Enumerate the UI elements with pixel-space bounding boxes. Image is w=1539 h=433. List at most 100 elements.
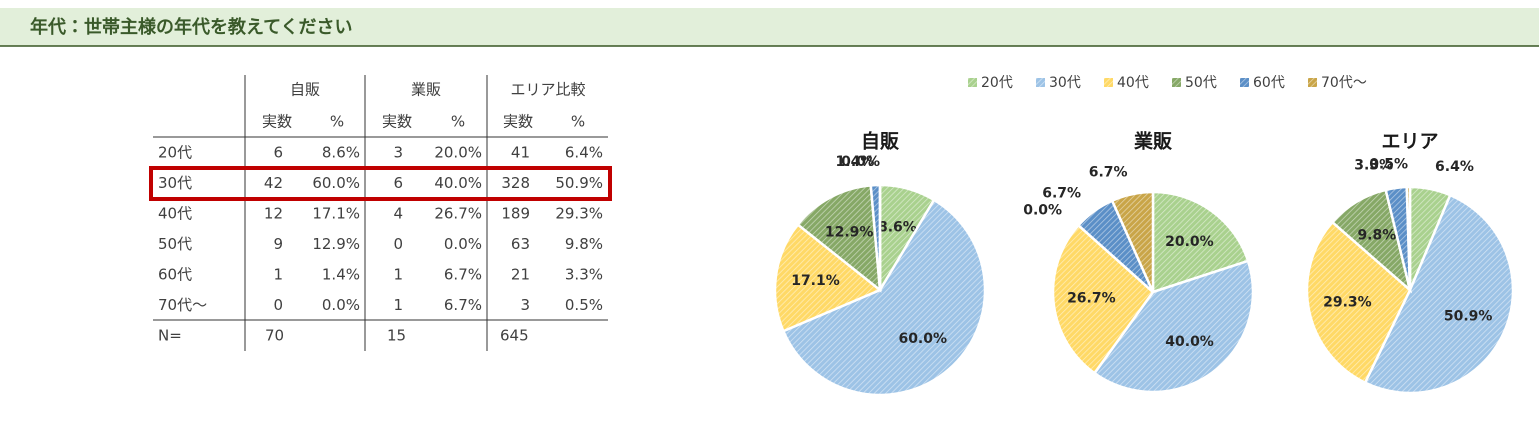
legend-swatch [1172, 78, 1181, 87]
pie-data-label: 3.3% [1354, 157, 1393, 173]
pie-data-label: 29.3% [1323, 295, 1372, 311]
pie-title: 業販 [1133, 130, 1173, 153]
table-subheader: 実数 [382, 113, 412, 131]
legend-label: 70代～ [1321, 75, 1367, 91]
legend-label: 30代 [1049, 75, 1081, 91]
table-cell: 29.3% [555, 205, 603, 223]
legend-label: 20代 [981, 75, 1013, 91]
pie-data-label: 60.0% [898, 331, 947, 347]
table-cell: 21 [511, 266, 530, 284]
table-group-header: エリア比較 [510, 81, 585, 99]
pie-slice [1363, 193, 1515, 395]
table-cell: 6 [393, 174, 403, 192]
legend-swatch [1308, 78, 1317, 87]
pie-slice [1405, 185, 1412, 291]
table-row-label: 20代 [158, 144, 192, 162]
table-group-header: 自販 [290, 81, 320, 99]
table-cell: 3.3% [565, 266, 603, 284]
header-bar [0, 8, 1539, 46]
table-cell: 0.5% [565, 296, 603, 314]
table-cell: 3 [393, 144, 403, 162]
table-subheader: % [330, 113, 344, 131]
pie-data-label: 50.9% [1444, 308, 1493, 324]
table-row-label: 40代 [158, 205, 192, 223]
table-cell: 6.4% [565, 144, 603, 162]
table-cell: 9.8% [565, 235, 603, 253]
pie-data-label: 17.1% [791, 273, 840, 289]
pie-data-label: 12.9% [825, 225, 874, 241]
table-cell: 70 [265, 327, 284, 345]
legend-label: 50代 [1185, 75, 1217, 91]
table-cell: 328 [501, 174, 530, 192]
table-subheader: 実数 [503, 113, 533, 131]
table-cell: 0.0% [444, 235, 482, 253]
table-subheader: % [451, 113, 465, 131]
table-cell: 17.1% [312, 205, 360, 223]
table-cell: 26.7% [434, 205, 482, 223]
table-cell: 41 [511, 144, 530, 162]
table-cell: 9 [273, 235, 283, 253]
table-cell: 645 [500, 327, 529, 345]
pie-data-label: 20.0% [1165, 234, 1214, 250]
pie-data-label: 0.0% [841, 154, 880, 170]
pie-slice [1051, 223, 1155, 375]
pie-data-label: 0.0% [1023, 203, 1062, 219]
table-cell: 63 [511, 235, 530, 253]
pie-data-label: 1.4% [836, 154, 875, 170]
table-cell: 4 [393, 205, 403, 223]
legend-label: 40代 [1117, 75, 1149, 91]
pie-data-label: 6.7% [1042, 185, 1081, 201]
table-cell: 6 [273, 144, 283, 162]
table-cell: 40.0% [434, 174, 482, 192]
legend-swatch [1036, 78, 1045, 87]
table-cell: 12.9% [312, 235, 360, 253]
table-cell: 0 [273, 296, 283, 314]
legend-swatch [1104, 78, 1113, 87]
table-cell: 1.4% [322, 266, 360, 284]
table-row-label: 70代～ [158, 296, 207, 314]
table [149, 75, 612, 351]
legend-swatch [1240, 78, 1249, 87]
pie-title: エリア [1381, 131, 1438, 153]
pie-data-label: 6.7% [1089, 165, 1128, 181]
table-cell: 15 [387, 327, 406, 345]
table-cell: 60.0% [312, 174, 360, 192]
table-cell: 42 [264, 174, 283, 192]
legend-swatch [968, 78, 977, 87]
table-cell: 1 [393, 296, 403, 314]
table-cell: 20.0% [434, 144, 482, 162]
pie-slice [773, 222, 883, 333]
table-cell: 1 [273, 266, 283, 284]
pie-slice [796, 184, 882, 293]
pie-data-label: 40.0% [1165, 334, 1214, 350]
table-row-label: 50代 [158, 235, 192, 253]
legend-label: 60代 [1253, 75, 1285, 91]
table-cell: 6.7% [444, 296, 482, 314]
table-row-label: 30代 [158, 174, 192, 192]
table-row-label: 60代 [158, 266, 192, 284]
table-cell: 3 [520, 296, 530, 314]
table-cell: 12 [264, 205, 283, 223]
header-title: 年代：世帯主様の年代を教えてください [30, 16, 353, 38]
table-group-header: 業販 [411, 81, 441, 99]
pie-title: 自販 [861, 130, 900, 153]
pie-data-label: 6.4% [1435, 159, 1474, 175]
pie-data-label: 26.7% [1067, 291, 1116, 307]
table-subheader: 実数 [262, 113, 292, 131]
table-cell: 0.0% [322, 296, 360, 314]
pie-slice [1151, 190, 1250, 294]
pie-slice [1110, 190, 1155, 293]
table-row-label: N= [158, 327, 182, 345]
pie-data-label: 0.5% [1369, 156, 1408, 172]
table-cell: 1 [393, 266, 403, 284]
table-cell: 50.9% [555, 174, 603, 192]
pie-slice [1305, 220, 1412, 385]
table-cell: 8.6% [322, 144, 360, 162]
table-cell: 0 [393, 235, 403, 253]
pie-slice [1092, 259, 1255, 394]
table-subheader: % [571, 113, 585, 131]
pie-data-label: 8.6% [878, 219, 917, 235]
highlight-box [149, 166, 612, 201]
pie-data-label: 9.8% [1357, 227, 1396, 243]
